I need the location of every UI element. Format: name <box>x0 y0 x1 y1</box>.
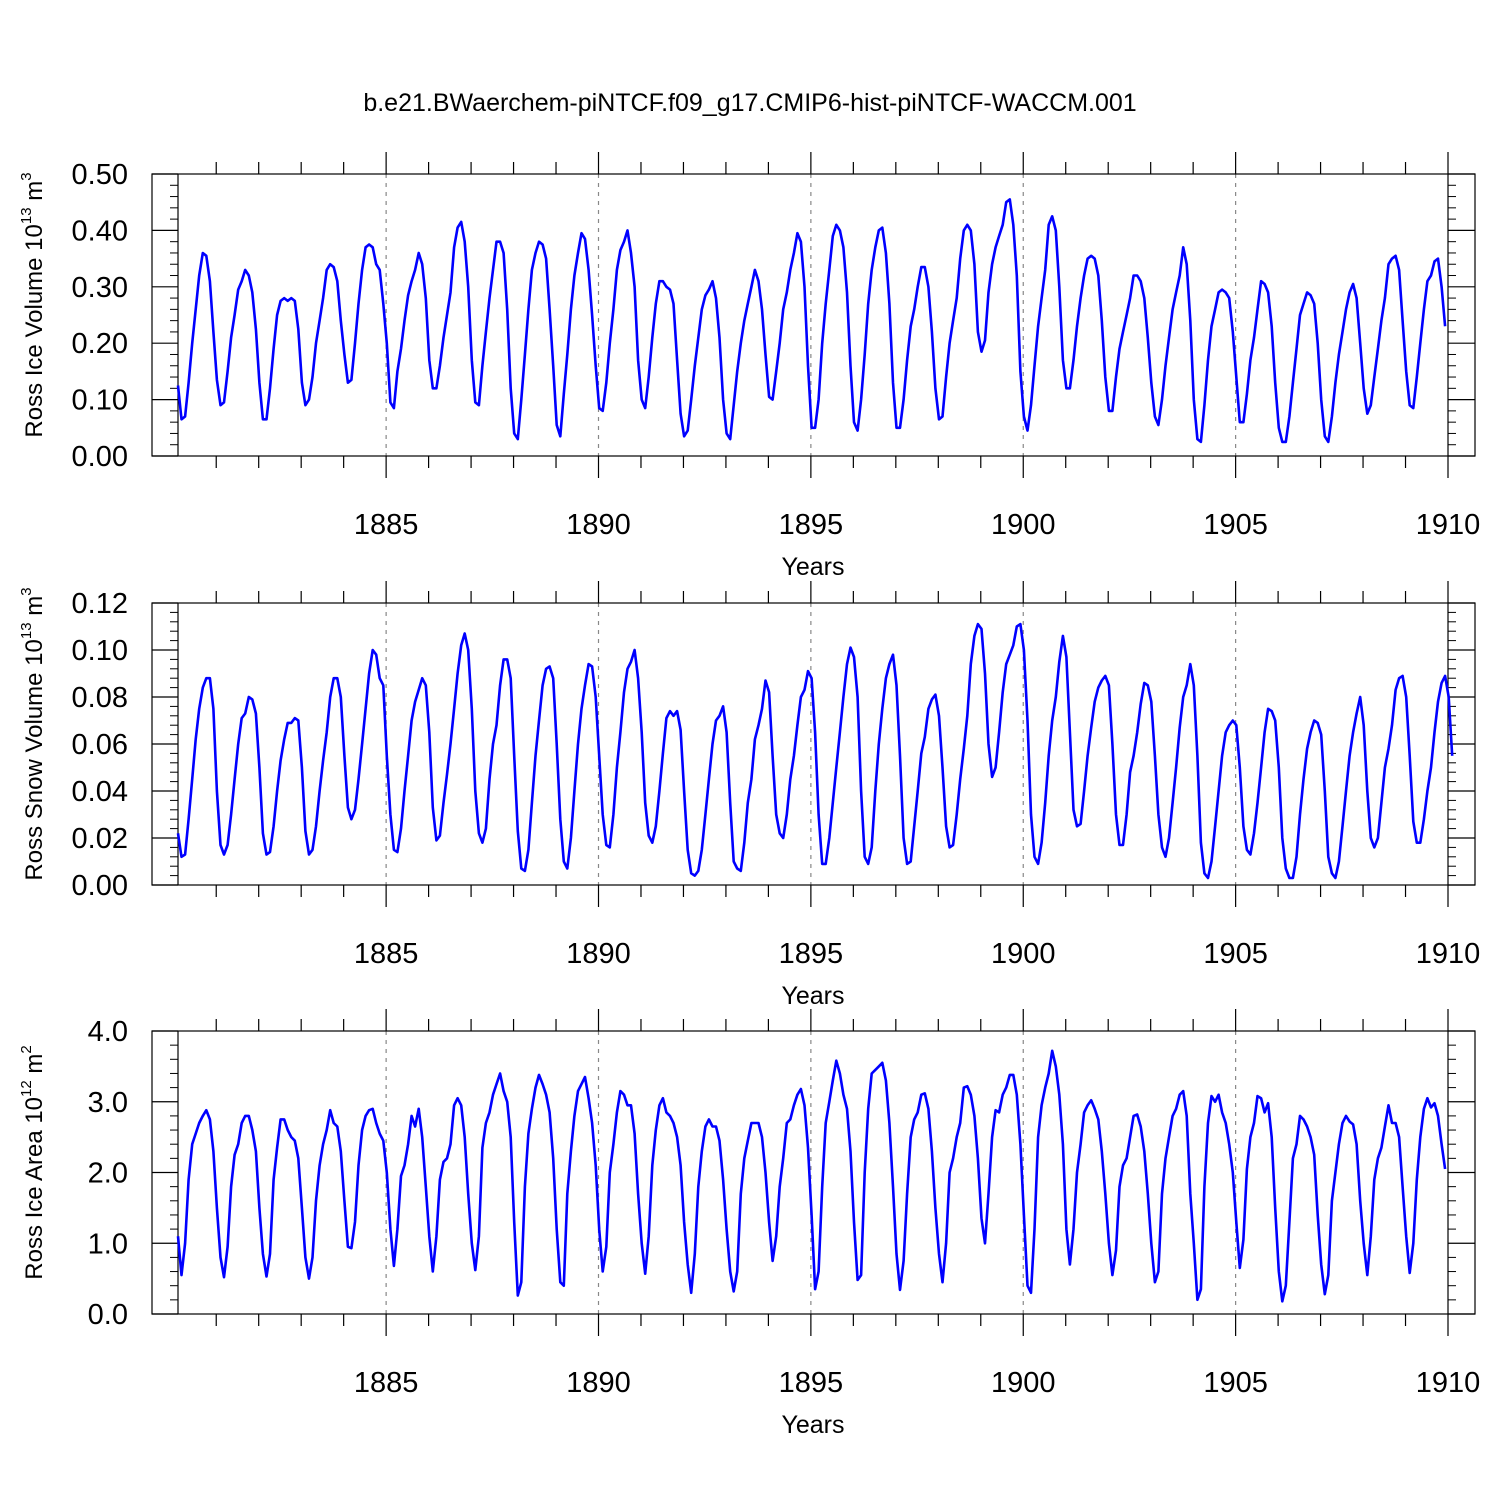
x-tick-label: 1900 <box>991 1367 1056 1399</box>
y-tick-label: 0.02 <box>72 823 128 855</box>
y-tick-label: 0.0 <box>88 1299 128 1331</box>
series-line-ross-ice-volume <box>176 198 1447 444</box>
panels: 0.00 0.10 0.20 0.30 0.40 0.50 1885 1890 1895 1900… <box>18 152 1480 1439</box>
y-tick-label: 0.30 <box>72 272 128 304</box>
y-axis-label-exponent: 13 <box>18 622 35 639</box>
x-tick-label: 1905 <box>1203 1367 1268 1399</box>
panel-2: 0.00 0.02 0.04 0.06 0.08 0.10 0.12 1885 1890 1895… <box>18 581 1480 1010</box>
plot-frame <box>151 173 1476 457</box>
y-axis-label-unit: m <box>21 181 48 208</box>
y-tick-label: 0.20 <box>72 328 128 360</box>
x-tick-label: 1895 <box>779 1367 844 1399</box>
y-axis-label-unit-exponent: 3 <box>18 172 35 180</box>
y-tick-label: 3.0 <box>88 1087 128 1119</box>
y-tick-label: 0.12 <box>72 588 128 620</box>
y-axis-label-main: Ross Snow Volume 10 <box>21 639 48 880</box>
y-axis-label-main: Ross Ice Area 10 <box>21 1097 48 1280</box>
x-axis-label: Years <box>781 553 844 581</box>
y-axis-label-unit-exponent: 2 <box>18 1045 35 1053</box>
x-tick-label: 1900 <box>991 938 1056 970</box>
x-tick-label: 1895 <box>779 509 844 541</box>
y-axis-label-unit-exponent: 3 <box>18 587 35 595</box>
x-tick-label: 1885 <box>354 509 419 541</box>
x-tick-label: 1890 <box>566 509 631 541</box>
x-tick-label: 1910 <box>1416 1367 1481 1399</box>
y-axis-label-unit: m <box>21 1054 48 1081</box>
x-tick-label: 1890 <box>566 1367 631 1399</box>
x-axis-label: Years <box>781 1411 844 1439</box>
y-axis-label-unit: m <box>21 596 48 623</box>
y-tick-label: 0.50 <box>72 159 128 191</box>
y-axis-label-exponent: 13 <box>18 207 35 224</box>
y-tick-label: 0.10 <box>72 385 128 417</box>
panel-1: 0.00 0.10 0.20 0.30 0.40 0.50 1885 1890 1895 1900… <box>18 152 1480 581</box>
x-tick-label: 1885 <box>354 1367 419 1399</box>
series-line-ross-ice-area <box>176 1049 1447 1303</box>
series-line-ross-snow-volume <box>176 622 1454 880</box>
chart-title: b.e21.BWaerchem-piNTCF.f09_g17.CMIP6-his… <box>363 89 1136 117</box>
x-tick-label: 1910 <box>1416 509 1481 541</box>
y-axis-label-main: Ross Ice Volume 10 <box>21 224 48 437</box>
y-tick-label: 4.0 <box>88 1016 128 1048</box>
x-tick-label: 1890 <box>566 938 631 970</box>
y-axis-label: Ross Ice Volume 1013 m3 <box>18 172 48 437</box>
y-tick-label: 0.00 <box>72 870 128 902</box>
y-tick-label: 0.00 <box>72 441 128 473</box>
y-tick-label: 0.04 <box>72 776 128 808</box>
y-axis-label: Ross Ice Area 1012 m2 <box>18 1045 48 1279</box>
y-tick-label: 0.40 <box>72 215 128 247</box>
panel-3: 0.0 1.0 2.0 3.0 4.0 1885 1890 1895 1900 1905 1910 Y… <box>18 1009 1480 1439</box>
x-tick-label: 1910 <box>1416 938 1481 970</box>
x-tick-label: 1905 <box>1203 509 1268 541</box>
x-axis-label: Years <box>781 982 844 1010</box>
x-tick-label: 1900 <box>991 509 1056 541</box>
y-tick-label: 0.06 <box>72 729 128 761</box>
x-tick-label: 1885 <box>354 938 419 970</box>
y-axis-label-exponent: 12 <box>18 1080 35 1097</box>
y-tick-label: 1.0 <box>88 1228 128 1260</box>
y-tick-label: 2.0 <box>88 1158 128 1190</box>
y-tick-label: 0.08 <box>72 682 128 714</box>
x-tick-label: 1895 <box>779 938 844 970</box>
y-axis-label: Ross Snow Volume 1013 m3 <box>18 587 48 880</box>
y-tick-label: 0.10 <box>72 635 128 667</box>
x-tick-label: 1905 <box>1203 938 1268 970</box>
